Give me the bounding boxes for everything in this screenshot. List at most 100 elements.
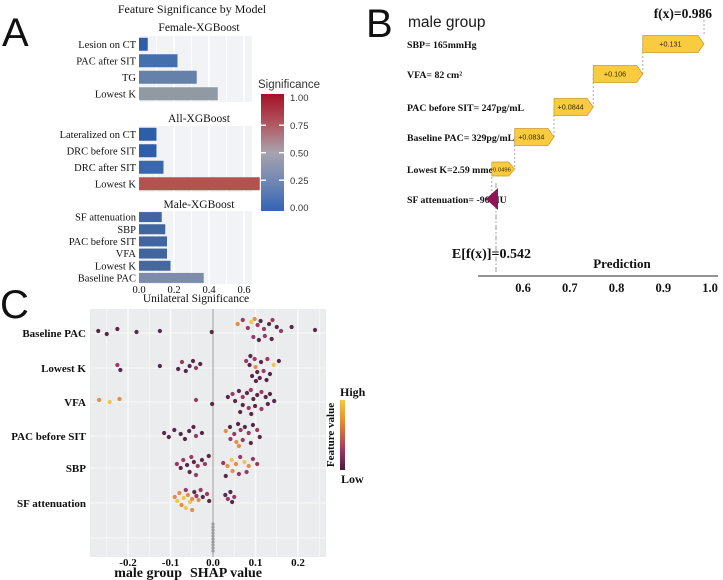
- axis-tick-label: 0.8: [609, 281, 625, 295]
- shap-dot: [107, 399, 112, 405]
- shap-dot: [223, 428, 228, 434]
- shap-dot: [193, 472, 199, 478]
- shap-dot: [211, 522, 215, 526]
- significance-bar: [139, 212, 162, 223]
- shap-dot: [248, 387, 253, 393]
- shap-dot: [183, 368, 188, 374]
- shap-dot: [263, 394, 268, 400]
- shap-dot: [249, 411, 254, 417]
- axis-tick-label: 0.1: [249, 557, 263, 569]
- significance-bar: [139, 70, 197, 84]
- shap-dot: [255, 322, 260, 328]
- significance-bar: [139, 87, 218, 101]
- shap-dot: [252, 403, 258, 409]
- panel-a-letter: A: [2, 11, 29, 55]
- facet-panel-background: [139, 211, 252, 284]
- colorbar-tick-mark: [279, 124, 284, 126]
- shap-dot: [255, 369, 260, 375]
- shap-dot: [257, 375, 262, 381]
- shap-dot: [104, 331, 109, 337]
- shap-dot: [228, 436, 233, 442]
- waterfall-value: +0.0834: [518, 133, 544, 142]
- shap-dot: [264, 377, 269, 383]
- shap-dot: [225, 394, 230, 400]
- legend-tick-label: 0.25: [290, 176, 309, 187]
- shap-dot: [248, 440, 253, 446]
- shap-dot: [230, 468, 235, 474]
- waterfall-arrow: [553, 98, 594, 116]
- axis-tick-label: 0.4: [202, 285, 216, 296]
- shap-dot: [251, 396, 256, 402]
- waterfall-value: +0.0844: [558, 103, 584, 112]
- shap-dot: [244, 469, 249, 475]
- shap-dot: [258, 318, 263, 324]
- panel-a-title: Feature Significance by Model: [118, 2, 267, 16]
- shap-dot: [181, 457, 186, 463]
- shap-dot: [115, 362, 120, 368]
- legend-tick-label: 1.00: [290, 93, 309, 104]
- legend-tick-label: 0.75: [290, 121, 309, 132]
- axis-tick-label: 0.9: [656, 281, 672, 295]
- shap-dot: [251, 334, 256, 340]
- waterfall-row-label: PAC before SIT= 247pg/mL: [407, 103, 525, 114]
- waterfall-row-label: SBP= 165mmHg: [407, 40, 477, 51]
- shap-dot: [118, 367, 123, 373]
- panel-c-group-label: male group: [114, 566, 182, 580]
- shap-dot: [245, 325, 250, 331]
- shap-dot: [235, 321, 240, 327]
- expected-value-label: E[f(x)]=0.542: [452, 247, 531, 262]
- shap-dot: [267, 371, 273, 377]
- shap-dot: [235, 421, 241, 427]
- shap-dot: [194, 493, 199, 499]
- shap-dot: [261, 326, 267, 332]
- axis-tick-label: -0.1: [162, 557, 179, 569]
- shap-dot: [187, 469, 192, 475]
- panel-b-x-axis-label: Prediction: [593, 256, 651, 271]
- shap-dot: [240, 437, 245, 443]
- significance-bar: [139, 236, 167, 247]
- panel-c-beeswarm-chart: Baseline PAC Lowest K VFA PAC before SIT SBP…: [11, 309, 366, 580]
- colorbar-tick-mark: [279, 179, 284, 181]
- significance-bar: [139, 248, 167, 259]
- shap-dot: [211, 534, 215, 538]
- bar-label: DRC after SIT: [74, 163, 136, 174]
- shap-dot: [230, 391, 235, 397]
- waterfall-arrow: [514, 128, 555, 146]
- shap-dot: [274, 324, 279, 330]
- shap-dot: [166, 434, 171, 440]
- shap-dot: [246, 405, 251, 411]
- bar-label: PAC after SIT: [76, 56, 136, 67]
- significance-legend: Significance 1.00 0.75 0.50 0.25 0.00: [258, 79, 320, 214]
- axis-tick-label: 0.0: [132, 285, 145, 296]
- shap-dot: [211, 546, 215, 550]
- shap-dot: [276, 358, 281, 364]
- shap-dot: [172, 494, 177, 500]
- bar-label: SF attenuation: [75, 213, 137, 224]
- shap-dot: [258, 359, 264, 365]
- shap-dot: [179, 359, 185, 365]
- fx-value-label: f(x)=0.986: [654, 6, 713, 21]
- shap-dot: [184, 462, 190, 468]
- shap-dot: [240, 317, 245, 323]
- shap-dot: [262, 333, 267, 339]
- significance-bar: [139, 260, 171, 271]
- panel-c-letter: C: [0, 283, 29, 327]
- shap-dot: [204, 491, 210, 497]
- shap-dot: [255, 461, 260, 467]
- shap-dot: [96, 328, 101, 334]
- shap-dot: [183, 505, 188, 511]
- shap-dot: [246, 463, 251, 469]
- beeswarm-row-label: Baseline PAC: [22, 328, 86, 340]
- bar-label: Lesion on CT: [78, 40, 136, 51]
- bar-label: TG: [122, 73, 136, 84]
- shap-dot: [223, 492, 228, 498]
- facet-title: All-XGBoost: [168, 113, 231, 125]
- shap-dot: [162, 430, 167, 436]
- shap-dot: [192, 489, 197, 495]
- significance-bar: [139, 160, 164, 174]
- shap-dot: [157, 328, 162, 334]
- axis-tick-label: 0.0: [206, 557, 220, 569]
- shap-dot: [157, 363, 162, 369]
